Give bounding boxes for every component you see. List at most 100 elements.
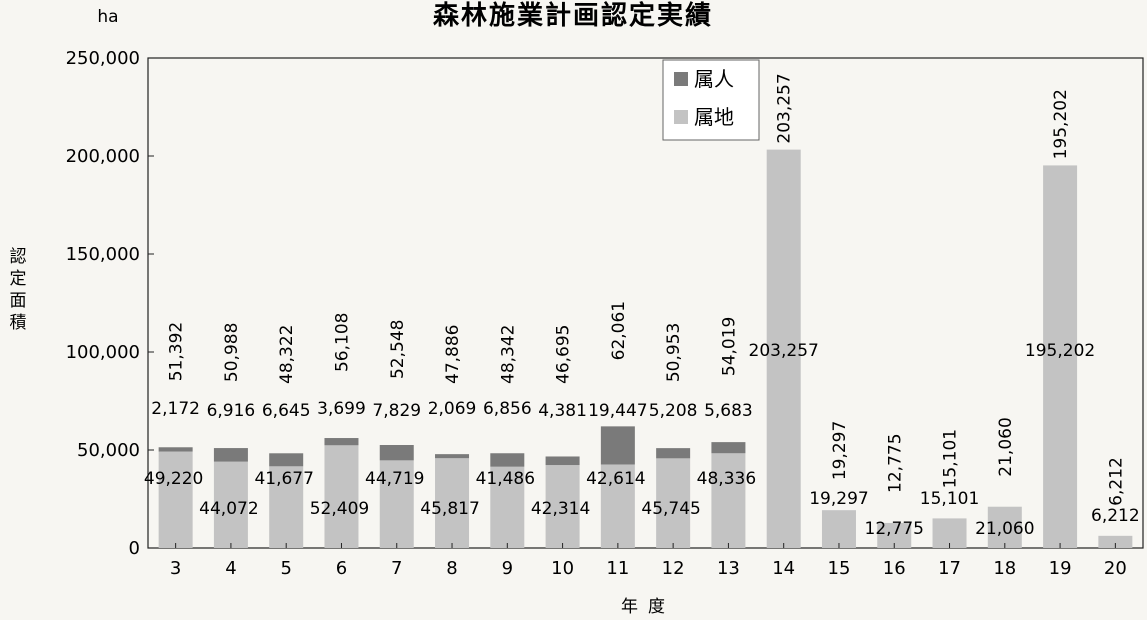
base-segment-label: 44,072 xyxy=(199,499,258,519)
x-tick-label: 5 xyxy=(280,558,291,579)
total-label: 52,548 xyxy=(388,320,408,379)
x-tick-label: 4 xyxy=(225,558,236,579)
bar-base xyxy=(269,466,304,548)
top-segment-label: 7,829 xyxy=(372,401,421,421)
bar-base xyxy=(656,458,691,548)
x-tick-label: 7 xyxy=(391,558,402,579)
bar-base xyxy=(213,461,248,548)
base-segment-label: 52,409 xyxy=(310,499,369,519)
base-segment-label: 19,297 xyxy=(809,489,868,509)
base-segment-label: 45,745 xyxy=(641,499,700,519)
x-tick-label: 8 xyxy=(446,558,457,579)
top-segment-label: 2,069 xyxy=(428,399,477,419)
legend-label-zokuchi: 属地 xyxy=(694,105,734,129)
bar-base xyxy=(766,149,801,549)
x-axis-label: 年度 xyxy=(621,597,665,617)
bar-top xyxy=(490,453,525,467)
x-tick-label: 11 xyxy=(606,558,629,579)
total-label: 203,257 xyxy=(775,73,795,143)
bar-top xyxy=(711,442,746,454)
total-label: 48,322 xyxy=(277,325,297,384)
x-tick-label: 14 xyxy=(772,558,795,579)
top-segment-label: 3,699 xyxy=(317,399,366,419)
top-segment-label: 6,916 xyxy=(207,401,256,421)
x-tick-label: 12 xyxy=(662,558,685,579)
base-segment-label: 42,614 xyxy=(586,469,645,489)
bar-base xyxy=(158,451,193,548)
base-segment-label: 48,336 xyxy=(697,469,756,489)
bar-base xyxy=(324,445,359,548)
y-axis-label: 認定面積 xyxy=(10,247,27,333)
y-tick-label: 150,000 xyxy=(66,244,140,265)
total-label: 21,060 xyxy=(996,417,1016,476)
base-segment-label: 49,220 xyxy=(144,469,203,489)
base-segment-label: 21,060 xyxy=(975,519,1034,539)
top-segment-label: 19,447 xyxy=(588,401,647,421)
bar-base xyxy=(600,464,635,548)
top-segment-label: 4,381 xyxy=(538,401,587,421)
base-segment-label: 41,486 xyxy=(476,469,535,489)
y-tick-label: 200,000 xyxy=(66,146,140,167)
bar-base xyxy=(490,466,525,548)
bar-top xyxy=(269,453,304,467)
y-tick-label: 0 xyxy=(129,538,140,559)
total-label: 19,297 xyxy=(830,421,850,480)
base-segment-label: 41,677 xyxy=(254,469,313,489)
total-label: 46,695 xyxy=(554,325,574,384)
bar-top xyxy=(379,445,414,461)
bar-top xyxy=(324,438,359,446)
total-label: 195,202 xyxy=(1051,89,1071,159)
x-tick-label: 3 xyxy=(170,558,181,579)
top-segment-label: 5,208 xyxy=(649,401,698,421)
total-label: 12,775 xyxy=(885,433,905,492)
bar-top xyxy=(545,456,580,466)
bar-base xyxy=(987,506,1022,548)
x-tick-label: 18 xyxy=(993,558,1016,579)
x-tick-label: 15 xyxy=(828,558,851,579)
x-tick-label: 9 xyxy=(502,558,513,579)
plot-frame xyxy=(147,57,1144,549)
legend-swatch-zokuchi xyxy=(674,110,688,124)
x-tick-label: 17 xyxy=(938,558,961,579)
chart-title: 森林施業計画認定実績 xyxy=(433,0,713,31)
base-segment-label: 6,212 xyxy=(1091,506,1140,526)
x-tick-label: 19 xyxy=(1049,558,1072,579)
x-tick-label: 13 xyxy=(717,558,740,579)
bar-base xyxy=(435,458,470,548)
unit-label: ha xyxy=(97,7,118,27)
base-segment-label: 12,775 xyxy=(865,519,924,539)
y-tick-label: 100,000 xyxy=(66,342,140,363)
base-segment-label: 15,101 xyxy=(920,489,979,509)
total-label: 54,019 xyxy=(719,317,739,376)
total-label: 62,061 xyxy=(609,301,629,360)
base-segment-label: 195,202 xyxy=(1025,341,1095,361)
total-label: 48,342 xyxy=(498,325,518,384)
bar-top xyxy=(158,447,193,452)
total-label: 51,392 xyxy=(167,322,187,381)
top-segment-label: 5,683 xyxy=(704,401,753,421)
bar-top xyxy=(656,448,691,459)
y-tick-label: 50,000 xyxy=(77,440,140,461)
total-label: 15,101 xyxy=(941,429,961,488)
bar-base xyxy=(821,510,856,548)
total-label: 6,212 xyxy=(1106,457,1126,506)
bar-base xyxy=(711,453,746,548)
base-segment-label: 42,314 xyxy=(531,499,590,519)
x-tick-label: 6 xyxy=(336,558,347,579)
top-segment-label: 6,856 xyxy=(483,399,532,419)
total-label: 50,988 xyxy=(222,323,242,382)
base-segment-label: 45,817 xyxy=(420,499,479,519)
top-segment-label: 6,645 xyxy=(262,401,311,421)
bar-base xyxy=(379,460,414,548)
bar-top xyxy=(213,448,248,462)
bar-base xyxy=(1043,165,1078,548)
total-label: 56,108 xyxy=(332,313,352,372)
total-label: 47,886 xyxy=(443,325,463,384)
total-label: 50,953 xyxy=(664,323,684,382)
bar-base xyxy=(545,465,580,548)
x-tick-label: 20 xyxy=(1104,558,1127,579)
x-tick-label: 16 xyxy=(883,558,906,579)
base-segment-label: 44,719 xyxy=(365,469,424,489)
legend-label-zokunin: 属人 xyxy=(694,67,734,91)
